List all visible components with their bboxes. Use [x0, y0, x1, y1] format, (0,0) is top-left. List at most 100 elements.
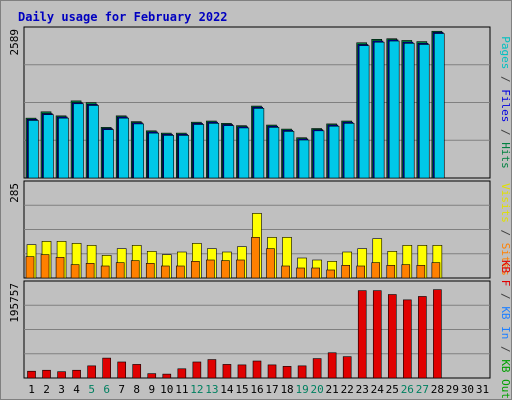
- bar-kb-f-day-13: [207, 359, 217, 379]
- panel-pages-files-hits: 2589 Pages / Files / Hits: [8, 26, 512, 179]
- side-legend-part: /: [499, 122, 512, 142]
- x-tick-label-4: 4: [73, 383, 80, 396]
- side-legend-part: Visits: [499, 183, 512, 223]
- x-tick-label-31: 31: [476, 383, 489, 396]
- bar-pages-day-19: [298, 139, 310, 179]
- bar-sites-day-4: [70, 264, 80, 279]
- bar-sites-day-25: [386, 265, 396, 279]
- bar-kb-f-day-14: [222, 364, 232, 379]
- bar-kb-f-day-10: [162, 373, 172, 379]
- side-legend: KB F / KB In / KB Out: [499, 260, 512, 399]
- chart-panels: 2589 Pages / Files / Hits 285 Visits / Site…: [8, 26, 512, 399]
- bar-kb-f-day-20: [312, 358, 322, 379]
- x-tick-label-13: 13: [205, 383, 218, 396]
- x-tick-label-17: 17: [265, 383, 278, 396]
- bar-kb-f-day-2: [42, 369, 51, 379]
- x-tick-label-15: 15: [235, 383, 248, 396]
- bar-pages-day-26: [403, 43, 415, 179]
- y-max-label: 2589: [8, 29, 21, 56]
- bar-pages-day-18: [283, 131, 295, 179]
- series-pages: [28, 33, 445, 179]
- bar-pages-day-20: [313, 130, 325, 179]
- bar-pages-day-13: [208, 123, 220, 179]
- bar-pages-day-2: [43, 114, 54, 179]
- x-tick-label-30: 30: [461, 383, 474, 396]
- bar-kb-f-day-12: [192, 361, 202, 379]
- series-kb-f: [27, 289, 442, 379]
- bar-kb-f-day-1: [27, 370, 36, 379]
- x-tick-label-11: 11: [175, 383, 188, 396]
- bar-pages-day-15: [238, 127, 250, 179]
- bar-sites-day-14: [221, 260, 230, 279]
- bar-kb-f-day-4: [72, 369, 81, 379]
- bar-pages-day-4: [73, 103, 84, 179]
- bar-kb-f-day-7: [117, 361, 127, 379]
- x-tick-label-19: 19: [295, 383, 308, 396]
- bar-pages-day-21: [328, 125, 340, 179]
- x-tick-label-21: 21: [326, 383, 339, 396]
- y-max-label: 195757: [8, 283, 21, 323]
- bar-kb-f-day-19: [297, 365, 307, 379]
- x-tick-label-29: 29: [446, 383, 459, 396]
- bar-pages-day-16: [253, 108, 265, 179]
- bar-kb-f-day-24: [372, 290, 382, 379]
- side-legend-part: Pages: [499, 36, 512, 69]
- bar-kb-f-day-27: [418, 296, 427, 379]
- x-tick-label-3: 3: [58, 383, 65, 396]
- x-tick-label-7: 7: [118, 383, 125, 396]
- bar-sites-day-9: [145, 263, 155, 279]
- side-legend: Visits / Sites: [499, 183, 512, 276]
- bar-sites-day-2: [40, 254, 50, 279]
- bar-sites-day-12: [191, 261, 200, 279]
- x-tick-label-25: 25: [386, 383, 399, 396]
- x-tick-label-23: 23: [356, 383, 369, 396]
- side-legend-part: /: [499, 69, 512, 89]
- side-legend-part: /: [499, 286, 512, 306]
- bar-sites-day-11: [176, 265, 185, 279]
- side-legend-part: KB F: [499, 260, 512, 287]
- bar-sites-day-15: [236, 259, 245, 279]
- bar-kb-f-day-16: [252, 360, 262, 379]
- bar-kb-f-day-3: [57, 371, 66, 379]
- bar-sites-day-17: [266, 248, 275, 279]
- bar-sites-day-18: [281, 265, 290, 279]
- bar-kb-f-day-22: [342, 356, 352, 379]
- bar-kb-f-day-28: [433, 289, 442, 379]
- x-tick-label-2: 2: [43, 383, 50, 396]
- side-legend-part: Hits: [499, 142, 512, 169]
- bar-pages-day-23: [358, 45, 370, 179]
- series-sites: [25, 237, 441, 279]
- bar-pages-day-24: [373, 41, 385, 179]
- bar-pages-day-27: [418, 44, 430, 179]
- bar-pages-day-6: [103, 129, 114, 179]
- x-tick-label-20: 20: [311, 383, 324, 396]
- x-tick-label-28: 28: [431, 383, 444, 396]
- side-legend-part: /: [499, 339, 512, 359]
- bar-pages-day-14: [223, 125, 235, 179]
- bar-kb-f-day-26: [403, 299, 412, 379]
- x-tick-label-8: 8: [133, 383, 140, 396]
- bar-kb-f-day-18: [282, 366, 292, 379]
- side-legend-part: /: [499, 223, 512, 243]
- bar-pages-day-17: [268, 127, 280, 179]
- bar-sites-day-1: [25, 256, 35, 279]
- x-tick-label-26: 26: [401, 383, 414, 396]
- bar-sites-day-19: [296, 267, 305, 279]
- bar-kb-f-day-25: [387, 294, 397, 379]
- bar-pages-day-1: [28, 120, 39, 179]
- bar-kb-f-day-23: [357, 290, 367, 379]
- bar-sites-day-6: [100, 265, 110, 279]
- bar-sites-day-7: [115, 262, 125, 279]
- bar-pages-day-25: [388, 40, 400, 179]
- x-axis-labels: 1 2 3 4 5 6 7 8 9 10 11 12 13 14 15 16 17 18 19 20 21 22 23 24 2…: [28, 383, 489, 396]
- panel-visits-sites: 285 Visits / Sites: [8, 180, 512, 279]
- bar-kb-f-day-11: [177, 368, 187, 379]
- bar-kb-f-day-9: [147, 373, 157, 379]
- side-legend-part: Files: [499, 89, 512, 122]
- bar-sites-day-10: [160, 265, 170, 279]
- bar-sites-day-23: [356, 265, 366, 279]
- bar-sites-day-16: [251, 237, 260, 279]
- bar-pages-day-22: [343, 123, 355, 179]
- bar-sites-day-5: [85, 263, 95, 279]
